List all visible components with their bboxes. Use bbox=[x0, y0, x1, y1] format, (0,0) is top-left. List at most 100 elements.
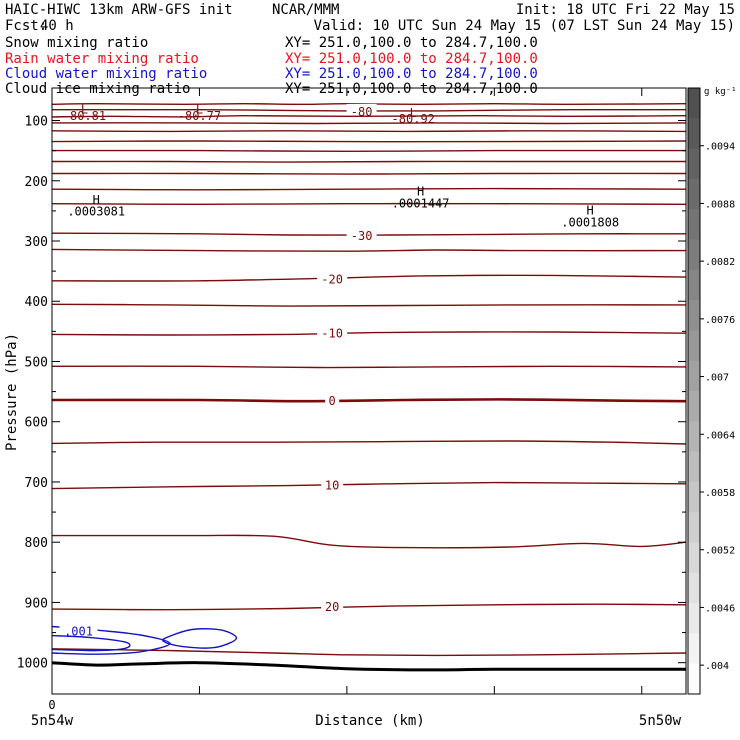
plot-frame bbox=[51, 87, 687, 695]
x-axis-title: Distance (km) bbox=[315, 713, 425, 729]
colorbar-label-3: .0076 bbox=[705, 315, 735, 326]
isotherm-line-22 bbox=[52, 648, 686, 657]
model-title: HAIC-HIWC 13km ARW-GFS init bbox=[5, 2, 233, 18]
y-tick-label-900: 900 bbox=[25, 596, 48, 611]
colorbar-label-4: .007 bbox=[705, 373, 729, 384]
isotherm-line-17 bbox=[52, 398, 686, 403]
y-tick-label-800: 800 bbox=[25, 536, 48, 551]
field-label-snow: Snow mixing ratio bbox=[5, 35, 148, 51]
field-label-cloud-ice: Cloud ice mixing ratio bbox=[5, 81, 190, 97]
forecast-label: Fcst: bbox=[5, 18, 47, 34]
field-label-rain: Rain water mixing ratio bbox=[5, 51, 199, 67]
isotherm-line-8 bbox=[52, 172, 686, 175]
extremum-symbol-1: L bbox=[196, 102, 203, 116]
isotherm-label-11: -30 bbox=[351, 229, 373, 243]
y-tick-label-100: 100 bbox=[25, 115, 48, 130]
isotherm-line-16 bbox=[52, 365, 686, 369]
isotherm-line-3 bbox=[52, 122, 686, 125]
colorbar-label-9: .004 bbox=[705, 661, 729, 672]
extremum-value-4: .0001447 bbox=[392, 196, 450, 210]
y-tick-label-1000: 1000 bbox=[17, 657, 48, 672]
colorbar: .0094 .0088 .0082 .0076 .007 .0064 .0058 .0052.… bbox=[687, 87, 737, 695]
colorbar-cell-2 bbox=[688, 148, 700, 180]
isotherm-label-17-bg bbox=[325, 393, 340, 407]
isotherm-line-7 bbox=[52, 160, 686, 163]
x-tick-label-0: 0 bbox=[48, 698, 55, 712]
extremum-symbol-2: L bbox=[410, 106, 417, 120]
isotherm-label-21: 20 bbox=[325, 600, 339, 614]
isotherm-label-19: 10 bbox=[325, 478, 339, 492]
colorbar-cell-1 bbox=[688, 118, 700, 150]
isotherm-line-6 bbox=[52, 149, 686, 153]
y-tick-label-300: 300 bbox=[25, 235, 48, 250]
cloud-water-label-0-bg bbox=[59, 623, 98, 637]
y-tick-label-400: 400 bbox=[25, 295, 48, 310]
colorbar-label-1: .0088 bbox=[705, 199, 735, 210]
isotherm-label-15: -10 bbox=[321, 327, 343, 341]
field-xy-cloud-ice: XY= 251.0,100.0 to 284.7,100.0 bbox=[285, 81, 538, 97]
init-time: Init: 18 UTC Fri 22 May 15 bbox=[516, 2, 735, 18]
extremum-symbol-4: H bbox=[417, 184, 424, 198]
colorbar-frame bbox=[687, 87, 701, 695]
isotherm-line-15 bbox=[52, 331, 686, 336]
colorbar-cell-11 bbox=[688, 421, 700, 453]
isotherm-label-19-bg bbox=[321, 477, 344, 491]
cloud-water-contour-1 bbox=[52, 634, 131, 652]
colorbar-cell-17 bbox=[688, 603, 700, 634]
colorbar-label-0: .0094 bbox=[705, 142, 735, 153]
y-tick-label-200: 200 bbox=[25, 175, 48, 190]
colorbar-cell-10 bbox=[688, 391, 700, 422]
colorbar-label-8: .0046 bbox=[705, 603, 735, 614]
y-tick-label-600: 600 bbox=[25, 416, 48, 431]
isotherm-line-0 bbox=[52, 102, 686, 106]
colorbar-label-5: .0064 bbox=[705, 430, 735, 441]
colorbar-cell-16 bbox=[688, 572, 700, 604]
isotherm-line-18 bbox=[52, 440, 686, 445]
colorbar-cell-19 bbox=[688, 663, 700, 695]
colorbar-cell-6 bbox=[688, 269, 700, 301]
isotherm-line-13 bbox=[52, 274, 686, 282]
field-xy-cloud-water: XY= 251.0,100.0 to 284.7,100.0 bbox=[285, 66, 538, 82]
isotherm-line-1 bbox=[52, 108, 686, 112]
x-end-label-right: 5n50w bbox=[639, 713, 682, 729]
colorbar-cell-18 bbox=[688, 633, 700, 665]
isotherm-label-21-bg bbox=[321, 599, 344, 613]
isotherm-label-13-bg bbox=[317, 271, 348, 285]
extremum-symbol-3: H bbox=[93, 193, 100, 207]
terrain-line bbox=[52, 661, 686, 672]
isotherm-label-13: -20 bbox=[321, 272, 343, 286]
field-xy-rain: XY= 251.0,100.0 to 284.7,100.0 bbox=[285, 51, 538, 67]
forecast-value: 40 h bbox=[40, 18, 74, 34]
isotherm-line-11 bbox=[52, 232, 686, 236]
isotherm-line-10 bbox=[52, 202, 686, 206]
extremum-value-5: .0001808 bbox=[561, 216, 619, 230]
isotherm-line-5 bbox=[52, 140, 686, 143]
colorbar-unit-label: g kg⁻¹ bbox=[704, 87, 737, 97]
colorbar-cell-0 bbox=[688, 88, 700, 119]
y-axis-title: Pressure (hPa) bbox=[4, 333, 20, 451]
field-label-cloud-water: Cloud water mixing ratio bbox=[5, 66, 207, 82]
field-xy-snow: XY= 251.0,100.0 to 284.7,100.0 bbox=[285, 35, 538, 51]
extremum-value-2: -80.92 bbox=[392, 112, 435, 126]
colorbar-cell-12 bbox=[688, 451, 700, 483]
isotherm-label-11-bg bbox=[346, 227, 377, 241]
isotherm-line-12 bbox=[52, 248, 686, 252]
valid-time: Valid: 10 UTC Sun 24 May 15 (07 LST Sun … bbox=[314, 18, 735, 34]
colorbar-cell-13 bbox=[688, 481, 700, 513]
extremum-symbol-5: H bbox=[587, 204, 594, 218]
isotherm-line-4 bbox=[52, 130, 686, 133]
cloud-water-contour-2 bbox=[161, 628, 238, 649]
cloud-water-label-0: .001 bbox=[64, 625, 93, 639]
colorbar-cell-15 bbox=[688, 542, 700, 574]
colorbar-cell-7 bbox=[688, 300, 700, 331]
extremum-symbol-0: L bbox=[81, 102, 88, 116]
colorbar-cell-14 bbox=[688, 512, 700, 543]
isotherm-line-14 bbox=[52, 303, 686, 307]
y-tick-label-500: 500 bbox=[25, 355, 48, 370]
isotherm-label-15-bg bbox=[317, 325, 348, 339]
colorbar-cell-5 bbox=[688, 239, 700, 271]
colorbar-cell-8 bbox=[688, 330, 700, 362]
